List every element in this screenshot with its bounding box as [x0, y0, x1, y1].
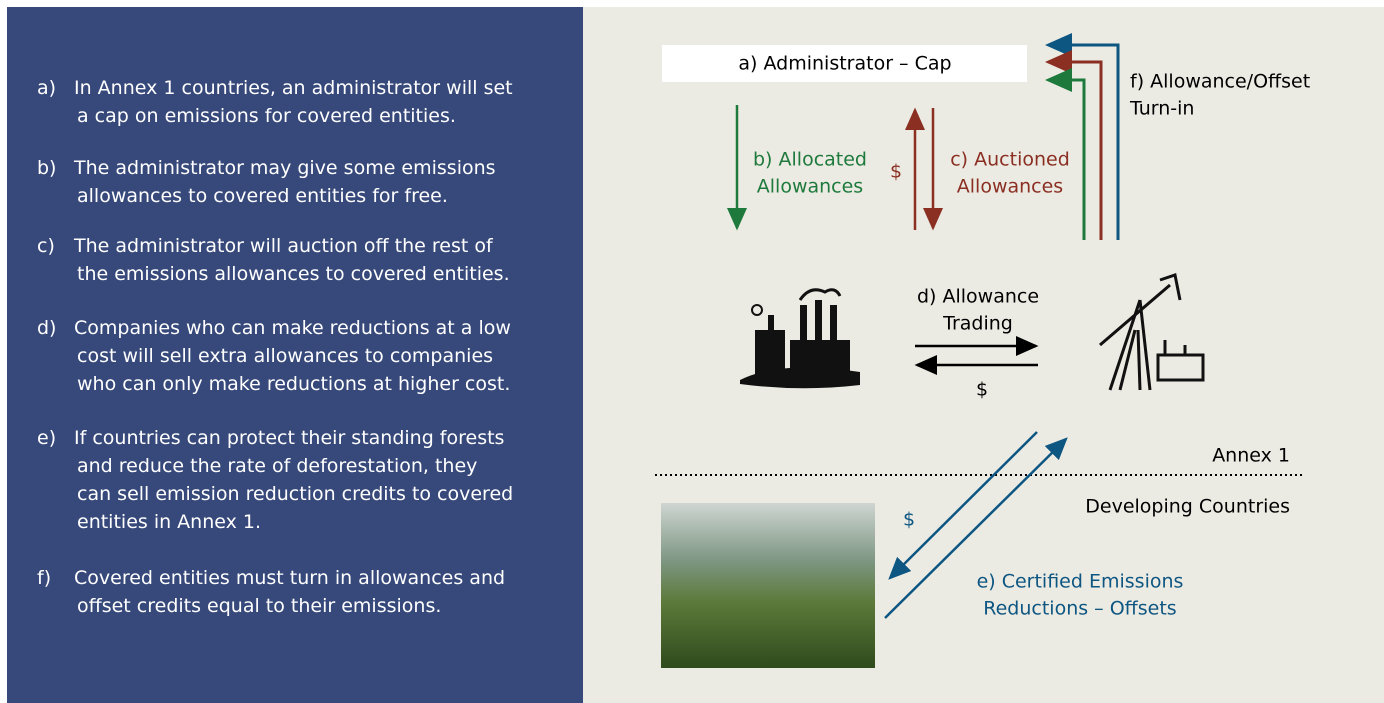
allocated-label: b) Allocated	[753, 149, 867, 171]
oil-pump-icon	[1100, 275, 1203, 390]
turn-in-label: f) Allowance/Offset	[1130, 71, 1310, 93]
annex-label: Annex 1	[1212, 445, 1290, 467]
trading-label: d) Allowance	[917, 286, 1039, 308]
allocated-label: Allowances	[757, 176, 863, 198]
payment-arrow	[890, 432, 1037, 578]
auctioned-label: Allowances	[957, 176, 1063, 198]
page: a)In Annex 1 countries, an administrator…	[0, 0, 1384, 703]
developing-label: Developing Countries	[1085, 496, 1290, 518]
trading-payment: $	[976, 379, 988, 401]
certified-label: Reductions – Offsets	[983, 598, 1176, 620]
auction-payment: $	[890, 161, 902, 183]
administrator-label: a) Administrator – Cap	[738, 53, 951, 75]
turn-in-label: Turn-in	[1129, 98, 1194, 120]
offset-payment: $	[903, 509, 915, 531]
factory-icon	[740, 290, 860, 389]
auctioned-label: c) Auctioned	[950, 149, 1070, 171]
diagram: a) Administrator – Cap b) Allocated Allo…	[0, 0, 1384, 703]
trading-label: Trading	[942, 313, 1013, 335]
forest-image	[661, 503, 875, 668]
certified-label: e) Certified Emissions	[977, 571, 1184, 593]
